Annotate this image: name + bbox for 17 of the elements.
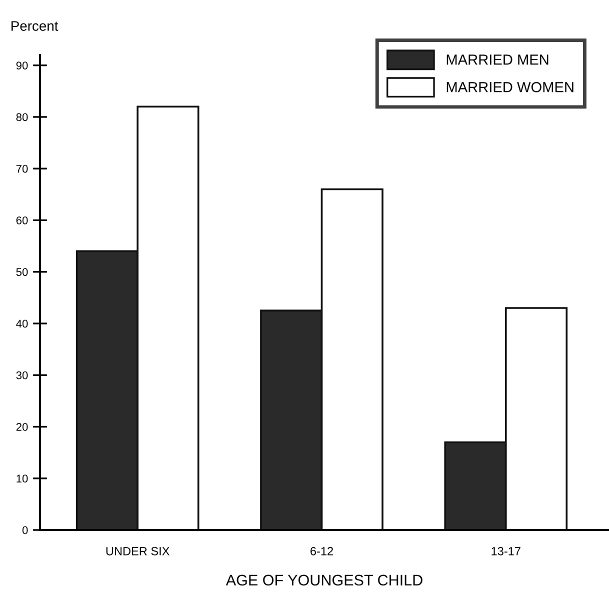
x-tick-label: UNDER SIX bbox=[106, 546, 170, 556]
y-tick-label: 30 bbox=[16, 371, 28, 380]
y-tick-label: 20 bbox=[16, 423, 28, 431]
x-tick-label: 13-17 bbox=[492, 546, 520, 556]
y-tick-label: 50 bbox=[16, 268, 28, 276]
y-tick-label: 40 bbox=[16, 320, 28, 328]
y-tick-label: 10 bbox=[16, 474, 28, 483]
x-tick-label: 6-12 bbox=[310, 546, 333, 556]
legend-label: MARRIED WOMEN bbox=[446, 82, 574, 92]
x-axis-title: AGE OF YOUNGEST CHILD bbox=[226, 574, 422, 586]
y-tick-label: 70 bbox=[16, 164, 28, 173]
y-tick-label: 80 bbox=[16, 113, 28, 122]
y-tick-label: 90 bbox=[16, 62, 28, 70]
y-tick-label: 60 bbox=[16, 216, 28, 224]
y-axis-title: Percent bbox=[12, 21, 58, 31]
legend-label: MARRIED MEN bbox=[446, 54, 548, 65]
y-tick-label: 0 bbox=[22, 526, 28, 534]
